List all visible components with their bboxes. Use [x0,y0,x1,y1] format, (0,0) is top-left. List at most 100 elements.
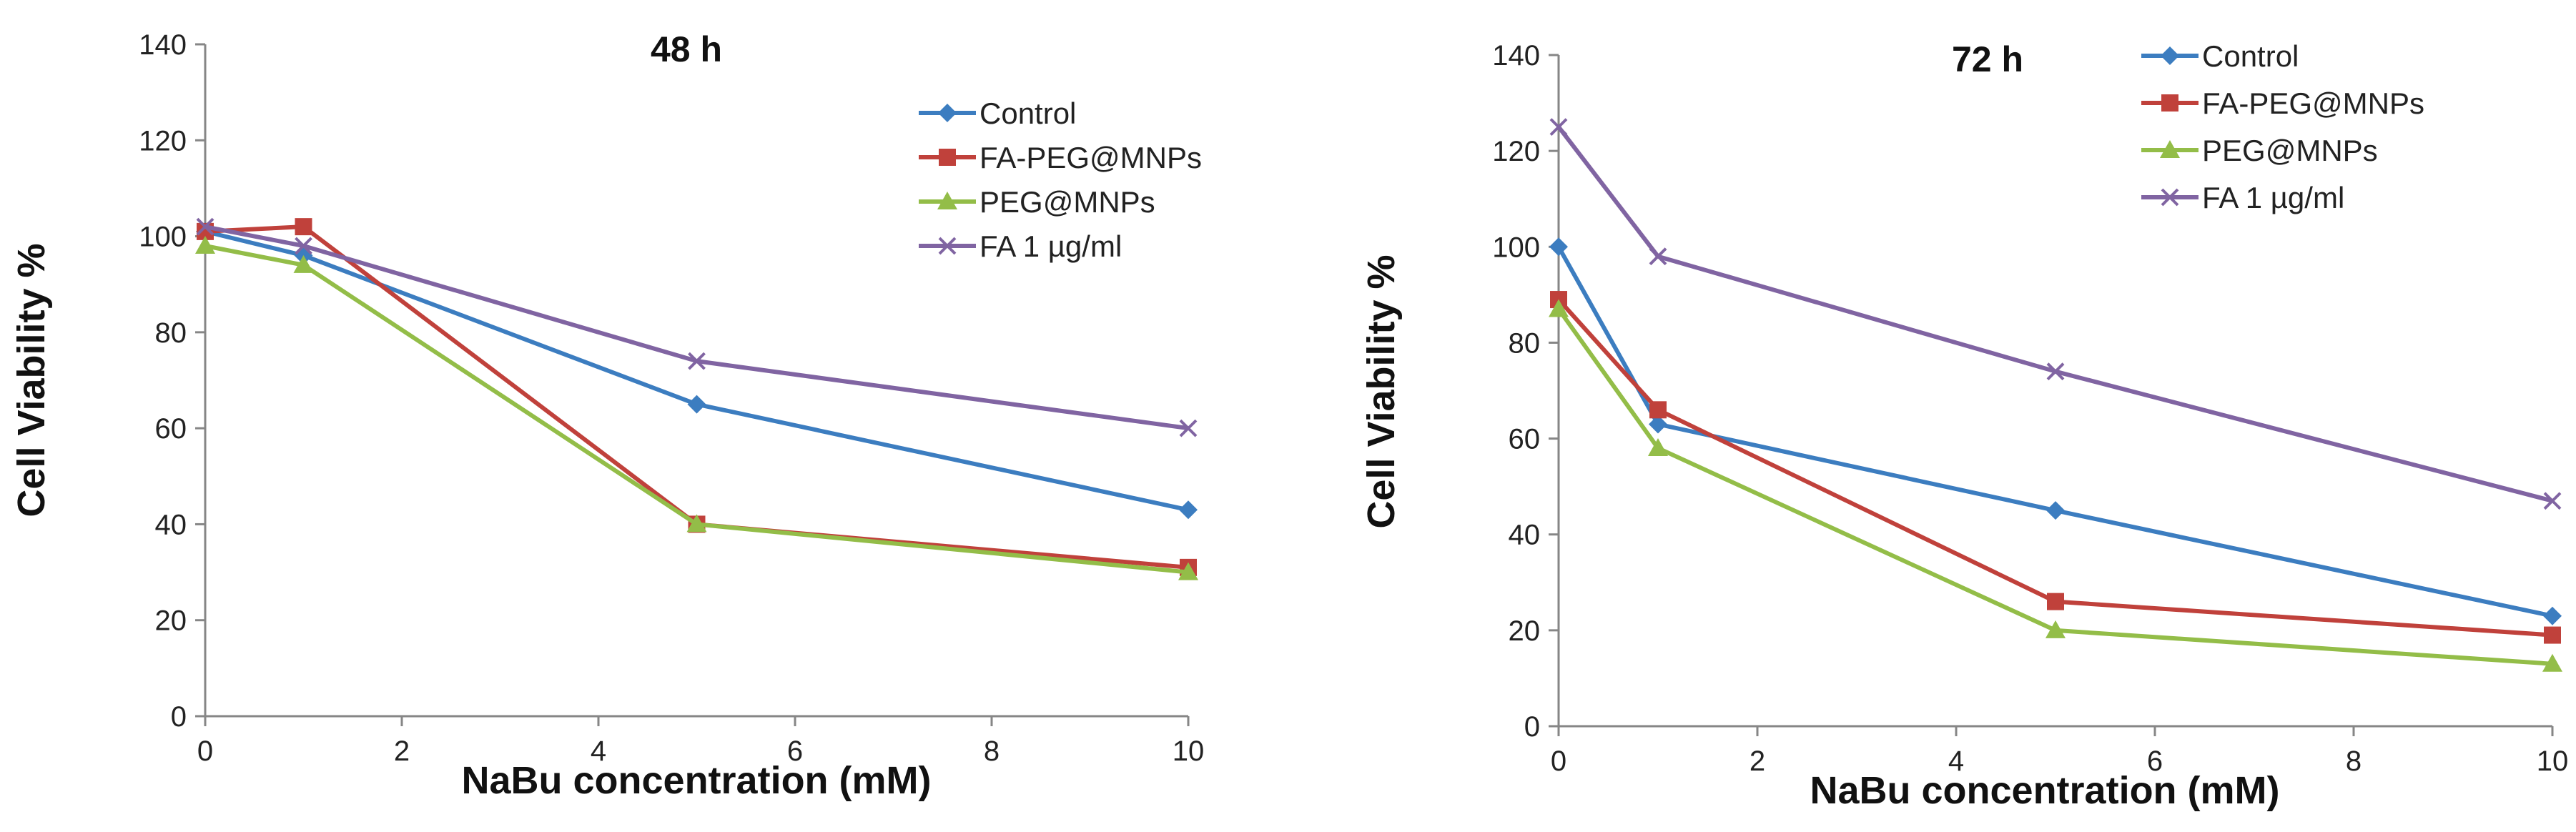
data-point [2543,492,2562,510]
data-point [686,514,707,533]
x-axis-label: NaBu concentration (mM) [1810,769,2279,812]
x-tick-label: 2 [1750,746,1765,777]
x-tick-label: 8 [984,736,1000,767]
marker-x-stroke [2161,188,2179,207]
legend-marker [938,237,957,255]
legend-item: Control [2141,39,2299,73]
series-line [1556,245,2553,618]
data-point [2542,653,2562,672]
marker-x-stroke [1649,247,1667,266]
series-line [204,244,1189,575]
series-line [204,229,1189,512]
y-tick-label: 60 [1509,424,1541,455]
y-tick-label: 40 [1509,520,1541,551]
data-point [1178,562,1198,580]
legend-item: FA-PEG@MNPs [2141,86,2424,120]
y-tick-label: 140 [139,29,187,61]
data-point [1179,419,1198,437]
data-point [195,236,215,254]
legend-item: PEG@MNPs [2141,134,2378,167]
x-axis-label: NaBu concentration (mM) [461,759,931,802]
marker-x-stroke [688,352,706,370]
legend-item: Control [919,96,1076,130]
chart-48h: 48 h Cell Viability % NaBu concentration… [10,29,1204,802]
y-tick-label: 40 [155,509,187,540]
legend-label: FA 1 µg/ml [2202,181,2344,214]
data-point [2046,362,2065,381]
legend-marker [2160,140,2180,158]
data-point [196,217,214,236]
y-tick-label: 80 [1509,327,1541,359]
x-tick-label: 0 [197,736,213,767]
marker-x-stroke [2046,362,2065,381]
data-point [2544,626,2561,644]
y-tick-label: 0 [171,701,187,733]
legend-label: Control [979,96,1076,130]
x-tick-label: 2 [394,736,410,767]
marker-x-stroke [196,217,214,236]
y-tick-label: 80 [155,317,187,349]
series-line [1556,125,2553,503]
y-tick-label: 120 [139,125,187,157]
y-tick-label: 100 [1492,232,1540,263]
series-line [204,224,1189,570]
x-tick-label: 10 [2537,746,2569,777]
data-point [295,218,312,236]
data-point [295,237,312,255]
legend-marker [939,149,956,166]
legend-item: FA 1 µg/ml [919,229,1122,263]
data-point [1179,500,1198,520]
legend-label: FA-PEG@MNPs [2202,86,2424,120]
data-point [687,395,706,414]
data-point [1649,415,1667,434]
series-line [1556,298,2553,638]
data-point [1648,437,1668,456]
data-point [2045,620,2066,638]
chart-title: 72 h [1952,39,2023,79]
legend-marker [2161,94,2178,112]
marker-x-stroke [295,237,312,255]
data-point [1549,237,1568,257]
marker-x-stroke [1179,419,1198,437]
legend-item: FA 1 µg/ml [2141,181,2344,214]
legend-marker [937,192,957,209]
legend-marker [2161,46,2179,65]
x-tick-label: 6 [787,736,803,767]
legend-label: PEG@MNPs [2202,134,2378,167]
legend: Control FA-PEG@MNPs PEG@MNPs FA 1 µg/ml [2141,39,2424,214]
legend-label: Control [2202,39,2299,73]
y-axis-label: Cell Viability % [10,243,53,517]
chart-72h: 72 h Cell Viability % NaBu concentration… [1360,39,2568,812]
data-point [1549,118,1568,137]
y-tick-label: 60 [155,413,187,445]
data-point [293,254,314,273]
legend-marker [938,104,957,122]
legend: Control FA-PEG@MNPs PEG@MNPs FA 1 µg/ml [919,96,1202,263]
data-point [2047,593,2064,610]
data-point [1649,247,1667,266]
y-tick-label: 20 [1509,615,1541,647]
x-tick-label: 4 [1948,746,1964,777]
data-point [1549,299,1569,317]
marker-x-stroke [2543,492,2562,510]
marker-x-stroke [938,237,957,255]
x-tick-label: 10 [1173,736,1205,767]
data-point [688,352,706,370]
x-tick-label: 8 [2346,746,2362,777]
data-point [2046,501,2065,520]
y-tick-label: 100 [139,222,187,253]
legend-marker [2161,188,2179,207]
y-tick-label: 120 [1492,136,1540,167]
y-tick-label: 140 [1492,40,1540,71]
y-tick-label: 20 [155,605,187,637]
legend-item: FA-PEG@MNPs [919,141,1202,174]
x-tick-label: 4 [591,736,606,767]
legend-item: PEG@MNPs [919,185,1155,219]
y-axis-label: Cell Viability % [1360,254,1403,528]
chart-title: 48 h [651,29,722,69]
marker-x-stroke [1549,118,1568,137]
series-line [1556,307,2553,666]
legend-label: PEG@MNPs [979,185,1155,219]
x-tick-label: 0 [1551,746,1566,777]
